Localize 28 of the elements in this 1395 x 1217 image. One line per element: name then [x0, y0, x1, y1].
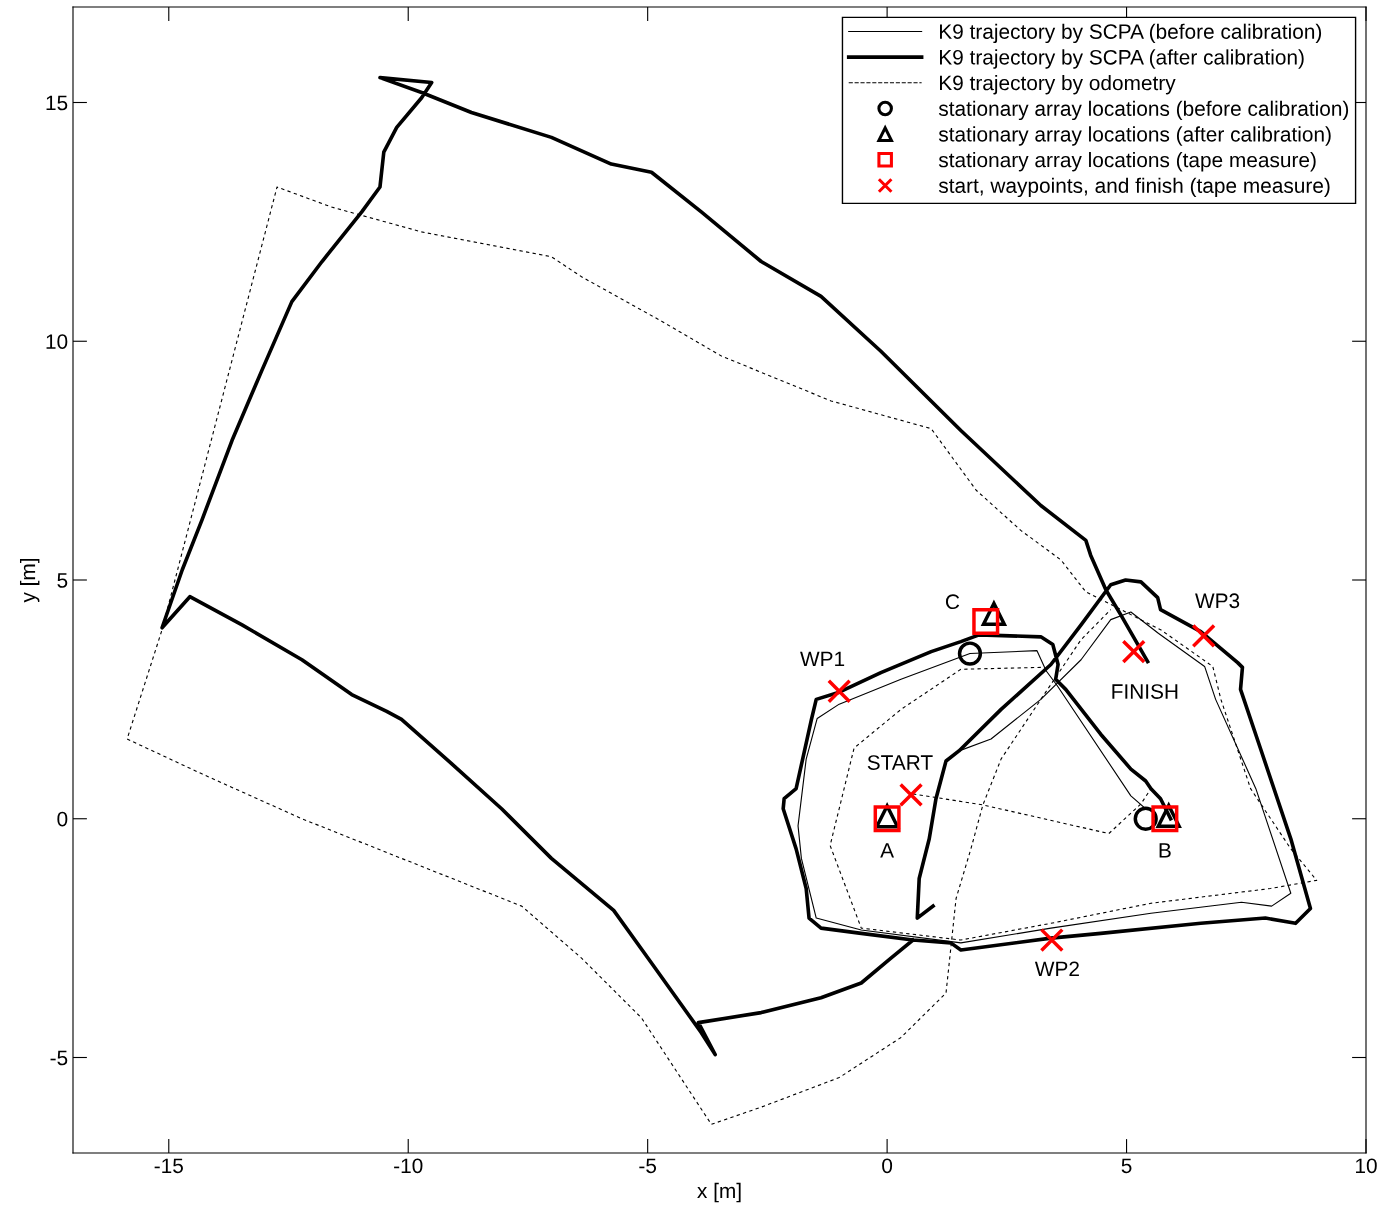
x-tick-label: 10 [1356, 1158, 1377, 1174]
legend-label: K9 trajectory by odometry [940, 75, 1176, 95]
y-tick-label: 5 [57, 573, 68, 588]
y-tick-label: 15 [46, 95, 68, 111]
x-tick-label: -5 [639, 1158, 657, 1174]
legend-label: stationary array locations (tape measure) [938, 152, 1316, 172]
annotation: FINISH [1112, 684, 1178, 699]
annotation: WP2 [1034, 961, 1079, 976]
legend-label: start, waypoints, and finish (tape measure) [938, 177, 1330, 198]
annotation: WP1 [800, 651, 845, 667]
y-axis-title: y [m] [19, 558, 40, 603]
x-axis-title: x [m] [697, 1182, 741, 1203]
x-tick-label: 5 [1121, 1158, 1132, 1174]
legend-label: stationary array locations (before calibration) [938, 100, 1349, 121]
annotation: START [867, 755, 933, 770]
annotation: WP3 [1195, 593, 1240, 609]
y-tick-label: 10 [46, 334, 68, 349]
legend-label: stationary array locations (after calibration) [938, 126, 1331, 146]
legend-label: K9 trajectory by SCPA (before calibration) [940, 23, 1322, 44]
annotation: C [945, 594, 960, 610]
annotation: B [1159, 843, 1171, 858]
x-tick-label: -10 [394, 1158, 423, 1174]
legend-label: K9 trajectory by SCPA (after calibration) [940, 49, 1304, 69]
x-tick-label: -15 [154, 1158, 183, 1174]
y-tick-label: 0 [57, 811, 68, 827]
annotation: A [880, 843, 895, 858]
x-tick-label: 0 [882, 1158, 893, 1174]
y-tick-label: -5 [50, 1050, 68, 1066]
